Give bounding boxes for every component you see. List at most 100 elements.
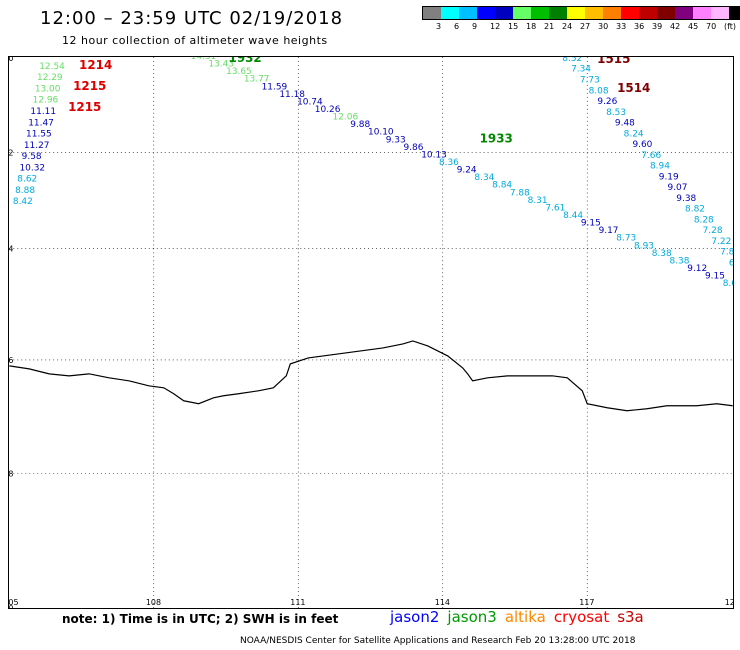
wave-height-label: 9.07 [668,183,688,193]
legend-label: 24 [562,22,573,31]
satellite-name: altika [504,608,546,626]
wave-height-label: 8.94 [650,162,670,172]
legend-swatch [423,7,441,19]
wave-height-label: 6 [729,258,734,268]
legend-swatch [621,7,639,19]
legend-label: (ft) [724,22,737,31]
wave-height-label: 9.17 [599,226,619,236]
wave-height-label: 9.58 [22,152,42,162]
legend-swatch [693,7,711,19]
legend-swatch [639,7,657,19]
legend-label: 70 [706,22,717,31]
legend-label: 3 [436,22,442,31]
legend-swatch [495,7,513,19]
pass-time-labels: 1214 1215 1215 1932 1933 1515 1514 [68,56,650,146]
wave-height-label: 8.08 [589,86,609,96]
credit-line: NOAA/NESDIS Center for Satellite Applica… [240,636,636,646]
x-tick-label: 114 [435,598,450,607]
wave-height-label: 10.13 [421,150,447,160]
wave-height-label: 9.60 [632,140,652,150]
wave-height-label: 13.65 [226,67,252,77]
coastline [9,340,733,412]
satellite-name: cryosat [553,608,610,626]
legend-swatch [459,7,477,19]
wave-height-label: 9.88 [350,120,370,130]
satellite-legend: jason2 jason3 altika cryosat s3a [390,608,652,626]
wave-height-label: 14.31 [191,56,217,62]
legend-label: 21 [544,22,555,31]
wave-height-label: 8.24 [624,129,644,139]
legend-swatch [531,7,549,19]
grid-lines [9,57,733,608]
x-tick-label: 117 [579,598,594,607]
legend-label: 39 [652,22,663,31]
legend-swatch [729,7,740,19]
wave-height-label: 11.18 [279,90,305,100]
wave-height-label: 9.33 [386,135,406,145]
wave-height-label: 7.88 [510,188,530,198]
color-legend: 3 6 9 12 15 18 21 24 27 30 33 36 39 42 45 70 (ft) [422,6,740,32]
footer-note: note: 1) Time is in UTC; 2) SWH is in fe… [62,612,339,626]
pass-time-label: 1514 [617,81,650,95]
wave-height-label: 8.53 [606,108,626,118]
map-title: 12:00 – 23:59 UTC 02/19/2018 [40,8,344,29]
legend-swatch [567,7,585,19]
wave-height-label: 8.84 [492,181,512,191]
satellite-name: jason2 [390,608,440,626]
wave-height-label: 10.10 [368,128,394,138]
wave-height-label: 11.27 [24,141,50,151]
legend-label: 36 [634,22,645,31]
wave-height-label: 9.19 [659,172,679,182]
y-tick-label: 60 [8,56,13,63]
wave-height-label: 7.28 [703,226,723,236]
wave-height-label: 9.48 [615,119,635,129]
wave-height-label: 8.82 [685,205,705,215]
legend-label: 27 [580,22,591,31]
wave-height-label: 11.59 [262,82,288,92]
legend-label: 33 [616,22,627,31]
wave-height-label: 7.61 [545,203,565,213]
x-tick-label: 111 [290,598,305,607]
wave-height-label: 10.26 [315,105,341,115]
legend-label: 6 [454,22,460,31]
legend-label: 30 [598,22,609,31]
wave-height-label: 9.86 [403,143,423,153]
legend-swatch [603,7,621,19]
map-subtitle: 12 hour collection of altimeter wave hei… [62,34,328,47]
pass-time-label: 1214 [79,58,112,72]
legend-swatch [549,7,567,19]
wave-height-label: 8.38 [670,256,690,266]
legend-swatch [513,7,531,19]
wave-height-label: 8.6 [723,279,734,289]
legend-swatch [477,7,495,19]
axis-tick-labels: 105 108 111 114 117 120 60 62 64 66 68 70 [8,56,733,609]
pass-time-label: 1215 [68,100,101,114]
wave-height-label: 11.11 [30,107,56,117]
y-tick-label: 62 [8,149,13,158]
wave-height-label: 8.31 [528,196,548,206]
wave-height-label: 7.34 [571,65,591,75]
legend-labels: 3 6 9 12 15 18 21 24 27 30 33 36 39 42 45 70 (ft) [422,20,740,32]
pass-time-label: 1933 [480,132,513,146]
wave-height-label: 8.88 [15,186,35,196]
legend-label: 15 [508,22,519,31]
wave-height-label: 12.29 [37,73,63,83]
wave-height-label: 8.93 [634,241,654,251]
wave-height-label: 9.24 [457,166,477,176]
y-tick-label: 68 [8,469,13,478]
wave-height-label: 12.06 [333,113,359,123]
pass-time-label: 1215 [73,79,106,93]
pass-time-label: 1932 [229,56,262,65]
wave-height-label: 7.22 [711,237,731,247]
wave-height-label: 10.32 [19,163,45,173]
wave-height-label: 7.66 [641,151,661,161]
y-tick-label: 64 [8,244,13,253]
satellite-name: s3a [617,608,644,626]
legend-label: 18 [526,22,537,31]
wave-height-label: 9.26 [597,97,617,107]
legend-label: 12 [490,22,501,31]
y-tick-label: 66 [8,356,13,365]
y-tick-label: 70 [8,604,13,609]
legend-swatch [711,7,729,19]
